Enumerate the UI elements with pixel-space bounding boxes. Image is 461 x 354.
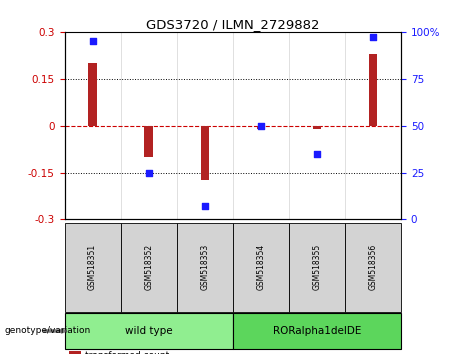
- Text: genotype/variation: genotype/variation: [5, 326, 91, 336]
- Text: GSM518352: GSM518352: [144, 244, 153, 290]
- Bar: [201, 126, 209, 181]
- Text: RORalpha1delDE: RORalpha1delDE: [273, 326, 361, 336]
- Point: [369, 35, 377, 40]
- Text: GSM518355: GSM518355: [313, 244, 321, 290]
- Text: GSM518356: GSM518356: [368, 244, 378, 290]
- Bar: [233, 313, 401, 349]
- Bar: [89, 63, 97, 126]
- Point: [145, 170, 152, 175]
- Bar: [289, 223, 345, 312]
- Bar: [313, 126, 321, 129]
- Bar: [233, 223, 289, 312]
- Text: GSM518354: GSM518354: [256, 244, 266, 290]
- Bar: [65, 223, 121, 312]
- Bar: [369, 54, 377, 126]
- Point: [313, 151, 321, 156]
- Bar: [257, 126, 265, 129]
- Bar: [177, 223, 233, 312]
- Text: wild type: wild type: [125, 326, 172, 336]
- Bar: [345, 223, 401, 312]
- Bar: [144, 126, 153, 157]
- Bar: [65, 313, 233, 349]
- Point: [257, 123, 265, 129]
- Text: GSM518351: GSM518351: [88, 244, 97, 290]
- Text: GSM518353: GSM518353: [200, 244, 209, 290]
- Point: [89, 38, 96, 44]
- Bar: [121, 223, 177, 312]
- Text: transformed count: transformed count: [85, 351, 170, 354]
- Point: [201, 204, 208, 209]
- Title: GDS3720 / ILMN_2729882: GDS3720 / ILMN_2729882: [146, 18, 319, 31]
